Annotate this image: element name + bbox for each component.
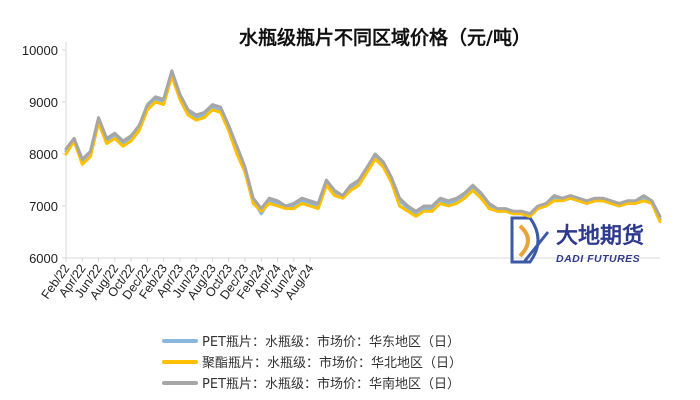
legend-label: PET瓶片：水瓶级：市场价：华南地区（日）	[202, 376, 460, 392]
dadi-futures-logo: 大地期货 DADI FUTURES	[510, 216, 644, 265]
logo-text-en: DADI FUTURES	[556, 253, 640, 265]
x-axis: Feb/22Apr/22Jun/22Aug/22Oct/22Dec/22Feb/…	[39, 257, 660, 302]
series-lines	[64, 69, 662, 224]
y-axis: 6000 7000 8000 9000 10000	[22, 42, 67, 266]
legend-label: 聚酯瓶片：水瓶级：市场价：华北地区（日）	[202, 355, 462, 371]
logo-text-cn: 大地期货	[556, 223, 644, 249]
chart-title: 水瓶级瓶片不同区域价格（元/吨）	[239, 26, 531, 49]
y-tick-label: 8000	[29, 147, 58, 162]
series-line-3	[64, 69, 662, 218]
y-tick-label: 6000	[29, 251, 58, 266]
y-tick-label: 7000	[29, 199, 58, 214]
chart-legend: PET瓶片：水瓶级：市场价：华东地区（日） 聚酯瓶片：水瓶级：市场价：华北地区（日…	[162, 334, 462, 392]
y-tick-label: 9000	[29, 95, 58, 110]
y-tick-label: 10000	[22, 43, 58, 58]
legend-label: PET瓶片：水瓶级：市场价：华东地区（日）	[202, 334, 460, 350]
logo-mark-icon	[510, 216, 550, 264]
